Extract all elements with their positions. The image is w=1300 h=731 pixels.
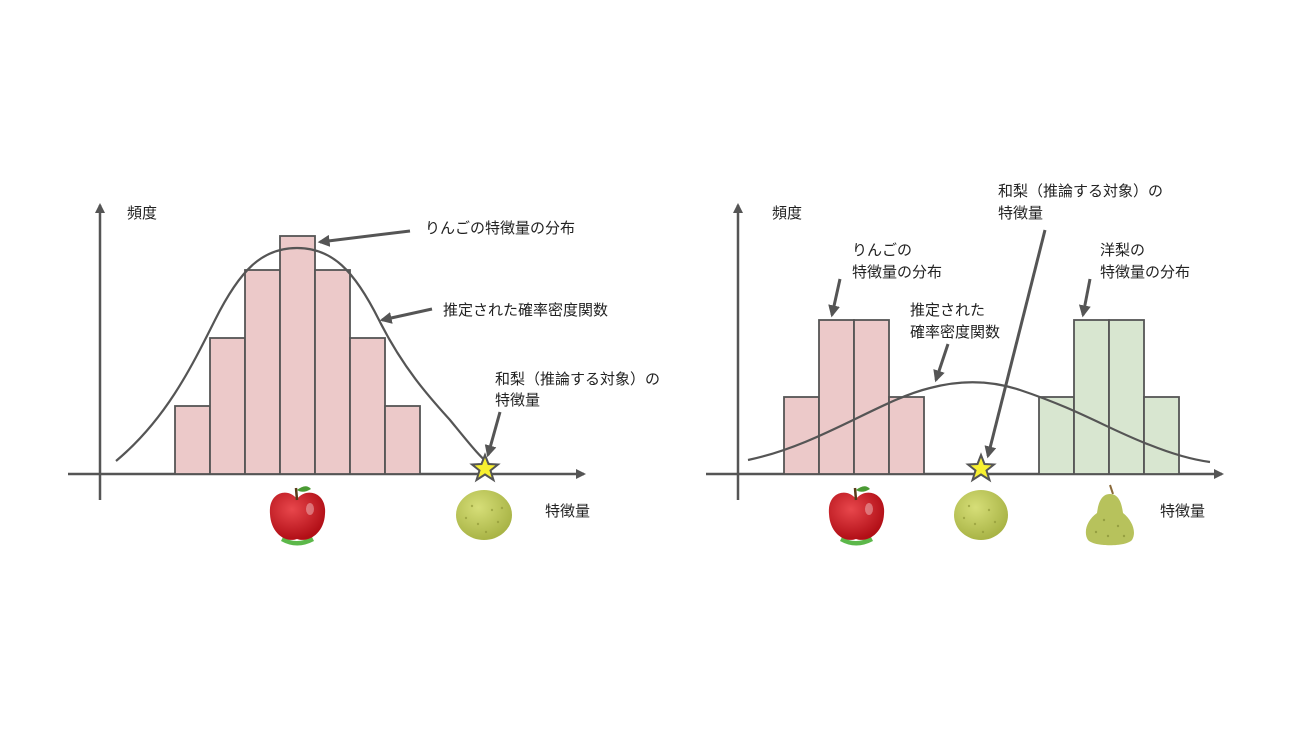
right-panel: 頻度 特徴量 りんごの 特徴量の分布 推定された 確率密度関数 和梨（推論する対… (706, 182, 1224, 546)
right-target-label-line2: 特徴量 (998, 204, 1043, 222)
left-apple-bar-3 (244, 269, 281, 475)
left-panel: 頻度 特徴量 りんごの特徴量の分布 推定された確率密度関数 和梨（推論する対象）… (68, 203, 660, 546)
western-pear-icon (1085, 484, 1134, 546)
left-target-label-line2: 特徴量 (495, 391, 540, 409)
nashi-pear-icon (954, 490, 1008, 540)
left-apple-bar-4 (279, 235, 316, 475)
right-target-label-line1: 和梨（推論する対象）の (998, 182, 1163, 200)
right-pear-bar-1 (1038, 396, 1075, 475)
right-pear-arrow (1078, 278, 1092, 318)
right-apple-label-line2: 特徴量の分布 (852, 263, 942, 281)
left-apple-bar-1 (174, 405, 211, 475)
left-y-axis-label: 頻度 (127, 204, 157, 222)
left-pdf-curve (115, 246, 493, 467)
star-icon (469, 452, 501, 483)
right-pear-bar-3 (1108, 319, 1145, 475)
left-x-axis-label: 特徴量 (545, 502, 590, 520)
right-pdf-label-line2: 確率密度関数 (910, 323, 1000, 341)
right-pear-label-line2: 特徴量の分布 (1100, 263, 1190, 281)
star-icon (965, 452, 997, 483)
left-pdf-arrow (379, 307, 433, 324)
right-apple-label-line1: りんごの (852, 241, 912, 259)
right-y-axis-label: 頻度 (772, 204, 802, 222)
right-pear-bar-2 (1073, 319, 1110, 475)
left-target-label-line1: 和梨（推論する対象）の (495, 370, 660, 388)
right-apple-arrow (828, 278, 842, 318)
left-apple-bar-6 (349, 337, 386, 475)
right-target-arrow (984, 229, 1047, 459)
right-pdf-label-line1: 推定された (910, 301, 985, 319)
right-pdf-arrow (933, 343, 950, 383)
left-apple-bar-7 (384, 405, 421, 475)
right-pear-histogram (1038, 319, 1180, 475)
left-hist-label: りんごの特徴量の分布 (425, 219, 575, 237)
right-apple-bar-3 (853, 319, 890, 475)
right-x-axis-label: 特徴量 (1160, 502, 1205, 520)
nashi-pear-icon (456, 490, 512, 540)
right-apple-bar-1 (783, 396, 820, 475)
left-target-arrow (484, 411, 502, 458)
right-pear-bar-4 (1143, 396, 1180, 475)
left-hist-arrow (317, 229, 411, 247)
apple-icon (269, 486, 326, 546)
right-pear-label-line1: 洋梨の (1100, 241, 1145, 259)
right-apple-histogram (783, 319, 925, 475)
apple-icon (828, 486, 885, 546)
left-pdf-label: 推定された確率密度関数 (443, 301, 608, 319)
left-apple-histogram (174, 235, 421, 475)
left-apple-bar-2 (209, 337, 246, 475)
left-apple-bar-5 (314, 269, 351, 475)
right-apple-bar-4 (888, 396, 925, 475)
right-apple-bar-2 (818, 319, 855, 475)
